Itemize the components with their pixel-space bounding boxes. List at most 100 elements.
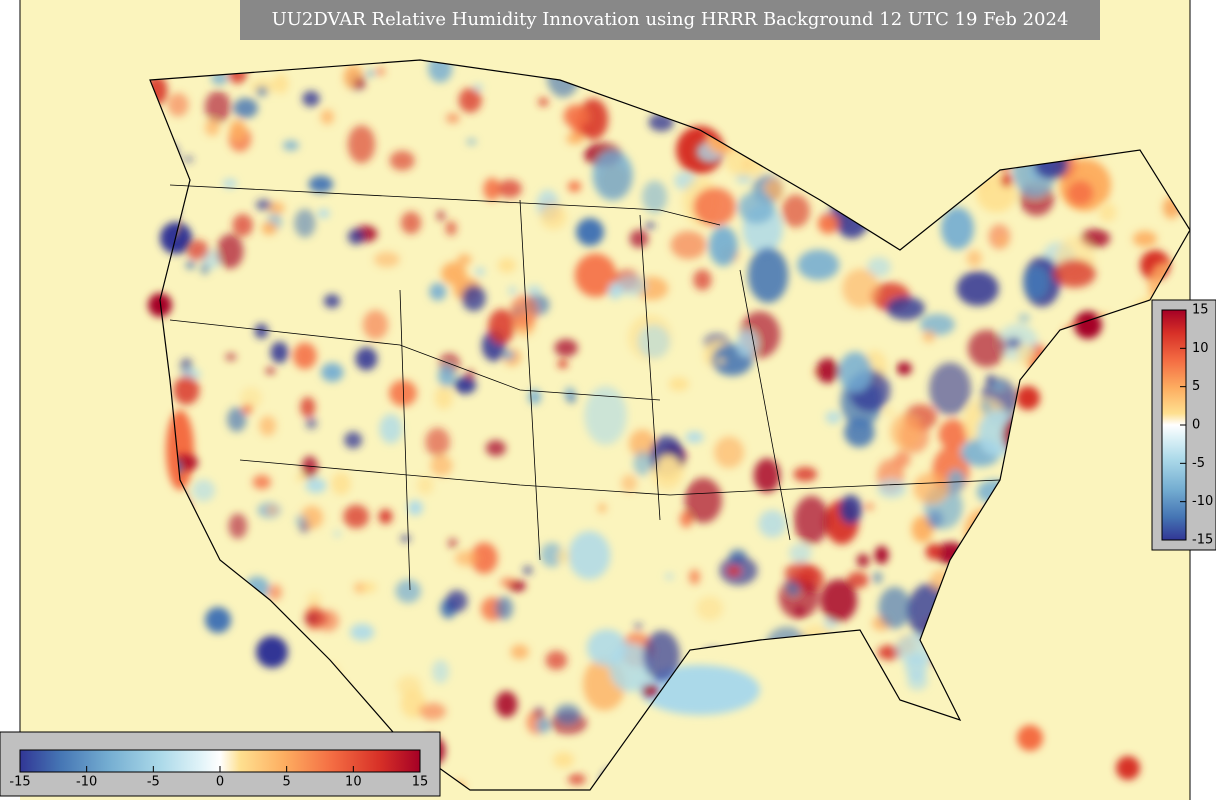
- humidity-blob: [242, 404, 253, 414]
- humidity-blob: [716, 358, 725, 364]
- humidity-blob: [458, 87, 482, 113]
- humidity-blob: [204, 90, 232, 123]
- humidity-blob: [844, 417, 875, 448]
- humidity-blob: [567, 392, 576, 404]
- humidity-blob: [998, 236, 1007, 246]
- humidity-blob: [434, 385, 453, 410]
- humidity-blob: [708, 226, 738, 267]
- humidity-blob: [922, 330, 936, 343]
- humidity-blob: [305, 478, 327, 494]
- humidity-blob: [592, 149, 633, 201]
- humidity-blob: [563, 104, 589, 128]
- humidity-blob: [270, 341, 289, 364]
- humidity-blob: [753, 458, 781, 493]
- humidity-blob: [597, 503, 607, 513]
- humidity-blob: [503, 350, 515, 360]
- humidity-blob: [842, 268, 880, 309]
- humidity-blob: [216, 233, 244, 269]
- humidity-blob: [536, 717, 551, 734]
- humidity-blob: [986, 374, 995, 385]
- humidity-blob: [781, 194, 810, 228]
- humidity-blob: [267, 584, 283, 601]
- humidity-blob: [911, 515, 934, 543]
- humidity-blob: [445, 220, 457, 236]
- humidity-blob: [838, 351, 873, 393]
- humidity-blob: [419, 702, 447, 721]
- humidity-blob: [736, 330, 758, 358]
- humidity-blob: [200, 263, 210, 275]
- humidity-blob: [302, 90, 320, 107]
- humidity-blob: [362, 581, 377, 593]
- humidity-blob: [634, 623, 643, 630]
- humidity-blob: [510, 294, 538, 329]
- humidity-blob: [365, 69, 376, 78]
- humidity-blob: [436, 210, 446, 221]
- tick-label: -15: [9, 775, 30, 790]
- humidity-blob: [295, 515, 307, 526]
- humidity-blob: [788, 543, 812, 563]
- humidity-blob: [437, 364, 456, 388]
- tick-label: 15: [412, 775, 429, 790]
- humidity-blob: [795, 606, 804, 618]
- humidity-blob: [797, 249, 840, 281]
- humidity-blob: [1005, 337, 1022, 349]
- humidity-blob: [470, 542, 498, 574]
- humidity-blob: [400, 535, 411, 542]
- humidity-blob: [966, 249, 983, 267]
- humidity-blob: [685, 431, 704, 444]
- humidity-blob: [1116, 756, 1140, 780]
- tick-label: 5: [1192, 379, 1200, 394]
- humidity-blob: [266, 506, 278, 514]
- humidity-blob: [228, 513, 248, 539]
- humidity-blob: [621, 474, 638, 493]
- humidity-blob: [629, 429, 656, 458]
- humidity-blob: [267, 201, 285, 215]
- humidity-blob: [907, 671, 928, 691]
- humidity-blob: [323, 294, 341, 309]
- humidity-blob: [473, 83, 483, 92]
- humidity-blob: [186, 239, 209, 261]
- humidity-blob: [389, 150, 415, 171]
- humidity-blob: [956, 271, 999, 306]
- humidity-blob: [747, 247, 789, 303]
- tick-label: 10: [1192, 341, 1209, 356]
- humidity-blob: [1053, 259, 1096, 288]
- humidity-blob: [192, 479, 216, 502]
- humidity-blob: [307, 592, 322, 607]
- humidity-blob: [354, 78, 366, 90]
- boundaries: [149, 59, 1191, 791]
- humidity-blob: [552, 752, 575, 768]
- humidity-blob: [373, 251, 400, 268]
- coastline: [149, 59, 1191, 791]
- humidity-blob: [629, 229, 649, 248]
- humidity-blob: [454, 376, 477, 394]
- humidity-blob: [316, 609, 340, 632]
- humidity-blob: [793, 495, 829, 545]
- humidity-blob: [846, 571, 869, 589]
- humidity-blob: [883, 408, 895, 417]
- humidity-blob: [305, 417, 318, 430]
- humidity-blob: [240, 387, 262, 409]
- humidity-blob: [295, 474, 306, 482]
- humidity-blob: [642, 180, 668, 214]
- humidity-blob: [395, 579, 421, 603]
- humidity-blob: [693, 187, 736, 227]
- humidity-blob: [488, 308, 515, 345]
- humidity-blob: [567, 181, 582, 192]
- humidity-blob: [540, 205, 568, 230]
- humidity-blob: [497, 179, 522, 198]
- humidity-blob: [466, 138, 477, 145]
- humidity-blob: [874, 545, 889, 565]
- humidity-blob: [254, 323, 269, 339]
- humidity-blob: [485, 440, 507, 457]
- humidity-blob: [643, 630, 680, 682]
- humidity-blob: [389, 380, 417, 407]
- humidity-blob: [574, 253, 617, 298]
- humidity-blob: [616, 275, 648, 297]
- humidity-blob: [497, 258, 517, 273]
- humidity-blob: [738, 191, 776, 224]
- humidity-blob: [227, 407, 247, 432]
- humidity-blob: [526, 285, 543, 295]
